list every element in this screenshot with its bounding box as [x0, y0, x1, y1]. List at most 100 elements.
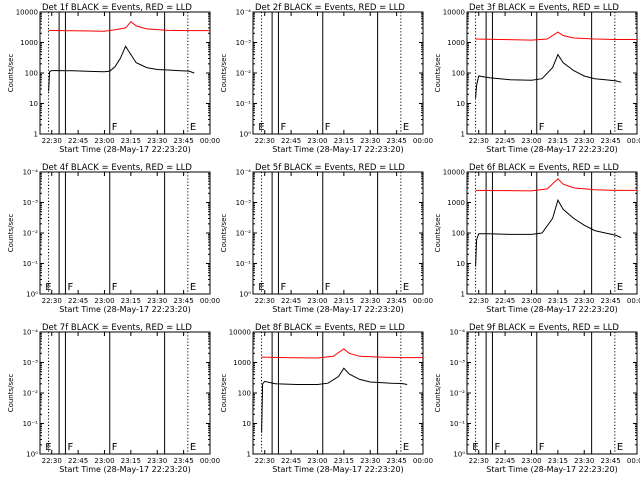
x-tick-label: 00:00: [200, 297, 220, 305]
x-tick-label: 23:15: [334, 297, 354, 305]
panel-title: Det 3f BLACK = Events, RED = LLD: [469, 3, 619, 13]
x-tick-label: 22:45: [68, 297, 88, 305]
y-tick-label: 10⁻¹: [236, 100, 252, 108]
x-tick-label: 23:15: [548, 297, 568, 305]
x-tick-label: 23:00: [307, 297, 327, 305]
x-tick-label: 23:30: [360, 297, 380, 305]
y-tick-label: 10: [456, 100, 465, 108]
y-tick-label: 10⁻¹: [450, 420, 466, 428]
x-tick-label: 23:45: [387, 137, 407, 145]
x-tick-label: 00:00: [627, 297, 640, 305]
marker-e: E: [617, 122, 623, 133]
y-tick-label: 100: [452, 230, 465, 238]
marker-e: E: [258, 282, 264, 293]
x-tick-label: 00:00: [627, 457, 640, 465]
marker-f: F: [112, 282, 118, 293]
y-tick-label: 1000: [447, 199, 465, 207]
marker-e: E: [190, 282, 196, 293]
y-tick-label: 10⁰: [239, 131, 251, 139]
x-tick-label: 22:30: [469, 137, 489, 145]
y-tick-label: 1: [461, 291, 465, 299]
x-tick-label: 22:30: [42, 137, 62, 145]
marker-f: F: [112, 442, 118, 453]
x-axis-label: Start Time (28-May-17 22:23:20): [59, 305, 190, 314]
y-axis-label: Counts/sec: [7, 374, 15, 413]
x-tick-label: 23:00: [521, 297, 541, 305]
x-tick-label: 23:45: [601, 457, 621, 465]
y-tick-label: 10⁻⁴: [450, 329, 466, 337]
y-tick-label: 1000: [233, 359, 251, 367]
marker-e: E: [258, 122, 264, 133]
panel-det-5: Det 5f BLACK = Events, RED = LLD 10⁰ 10⁻¹ 1…: [220, 163, 433, 314]
x-tick-label: 22:45: [281, 137, 301, 145]
x-tick-label: 22:45: [68, 457, 88, 465]
marker-e: E: [617, 282, 623, 293]
x-tick-label: 23:30: [147, 457, 167, 465]
marker-f: F: [280, 122, 286, 133]
marker-f: F: [325, 122, 331, 133]
x-tick-label: 00:00: [200, 457, 220, 465]
x-axis-label: Start Time (28-May-17 22:23:20): [59, 145, 190, 154]
x-tick-label: 23:00: [94, 137, 114, 145]
y-tick-label: 1000: [447, 39, 465, 47]
x-axis-label: Start Time (28-May-17 22:23:20): [486, 145, 617, 154]
x-tick-label: 23:15: [334, 457, 354, 465]
x-tick-label: 22:45: [281, 297, 301, 305]
y-tick-label: 100: [238, 390, 251, 398]
x-axis-label: Start Time (28-May-17 22:23:20): [272, 305, 403, 314]
x-tick-label: 23:15: [548, 137, 568, 145]
panel-det-3: Det 3f BLACK = Events, RED = LLD 1 10 100 10…: [434, 3, 640, 154]
marker-f: F: [539, 442, 545, 453]
panel-title: Det 2f BLACK = Events, RED = LLD: [255, 3, 405, 13]
marker-e: E: [617, 442, 623, 453]
x-tick-label: 23:30: [147, 297, 167, 305]
series-lld: [261, 348, 423, 359]
y-tick-label: 10: [242, 420, 251, 428]
y-tick-label: 10⁻³: [23, 359, 39, 367]
y-tick-label: 10⁻³: [23, 199, 39, 207]
x-tick-label: 23:15: [121, 297, 141, 305]
y-tick-label: 10⁻³: [236, 39, 252, 47]
y-tick-label: 10⁻⁴: [23, 329, 39, 337]
panel-det-1: Det 1f BLACK = Events, RED = LLD 1 10 100 10…: [7, 3, 220, 154]
x-tick-label: 22:30: [255, 457, 275, 465]
y-tick-label: 100: [452, 70, 465, 78]
x-tick-label: 23:00: [521, 457, 541, 465]
y-tick-label: 10⁻²: [23, 230, 39, 238]
y-axis-label: Counts/sec: [434, 374, 442, 413]
y-tick-label: 10⁻¹: [236, 260, 252, 268]
x-tick-label: 23:30: [360, 457, 380, 465]
marker-f: F: [325, 282, 331, 293]
marker-e: E: [190, 122, 196, 133]
marker-f: F: [67, 442, 73, 453]
y-axis-label: Counts/sec: [220, 54, 228, 93]
x-tick-label: 22:30: [469, 297, 489, 305]
y-axis-label: Counts/sec: [7, 54, 15, 93]
x-tick-label: 23:15: [548, 457, 568, 465]
x-tick-label: 23:45: [387, 457, 407, 465]
x-tick-label: 23:15: [334, 137, 354, 145]
x-tick-label: 00:00: [413, 137, 433, 145]
panel-title: Det 8f BLACK = Events, RED = LLD: [255, 323, 405, 333]
y-tick-label: 10: [29, 100, 38, 108]
x-tick-label: 22:45: [495, 137, 515, 145]
y-tick-label: 10⁰: [453, 451, 465, 459]
y-tick-label: 1: [34, 131, 38, 139]
y-tick-label: 1: [461, 131, 465, 139]
marker-e: E: [403, 442, 409, 453]
x-tick-label: 23:00: [521, 137, 541, 145]
x-tick-label: 22:45: [281, 457, 301, 465]
x-tick-label: 23:45: [174, 457, 194, 465]
x-tick-label: 23:30: [147, 137, 167, 145]
series-events: [261, 367, 408, 433]
series-events: [48, 45, 195, 92]
panel-det-6: Det 6f BLACK = Events, RED = LLD 1 10 100 10…: [434, 163, 640, 314]
y-tick-label: 10⁻²: [236, 230, 252, 238]
x-tick-label: 22:30: [469, 457, 489, 465]
marker-f: F: [112, 122, 118, 133]
y-tick-label: 10⁰: [26, 451, 38, 459]
y-tick-label: 10000: [16, 9, 38, 17]
series-lld: [475, 178, 637, 192]
y-axis-label: Counts/sec: [220, 214, 228, 253]
y-tick-label: 10⁻²: [450, 390, 466, 398]
